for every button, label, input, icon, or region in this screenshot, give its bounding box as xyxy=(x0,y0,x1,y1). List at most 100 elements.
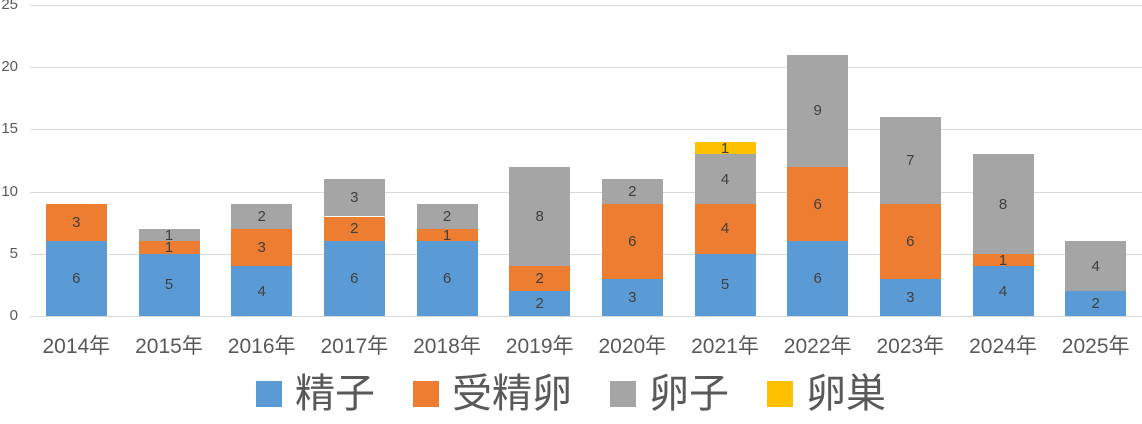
bar-segment-卵子: 4 xyxy=(694,154,756,205)
legend-item-卵子: 卵子 xyxy=(610,374,729,414)
chart-legend: 精子 受精卵 卵子 卵巣 xyxy=(0,374,1142,414)
y-axis-tick-label: 20 xyxy=(1,58,18,76)
bar-segment-受精卵: 1 xyxy=(972,251,1034,269)
x-axis-label: 2018年 xyxy=(413,335,481,358)
legend-swatch-icon xyxy=(413,381,439,407)
data-label: 2 xyxy=(1091,295,1100,313)
bar-segment-卵子: 4 xyxy=(1065,241,1127,292)
x-axis-label: 2020年 xyxy=(598,335,667,358)
x-axis-label: 2015年 xyxy=(135,335,203,358)
bar-segment-受精卵: 1 xyxy=(416,226,478,244)
bar-segment-精子: 6 xyxy=(416,241,478,316)
data-label: 4 xyxy=(1091,257,1100,275)
bar-segment-精子: 5 xyxy=(694,253,756,316)
legend-label: 卵子 xyxy=(649,372,729,416)
bar-segment-受精卵: 6 xyxy=(879,204,941,279)
legend-swatch-icon xyxy=(610,381,636,407)
y-axis-tick-label: 15 xyxy=(1,120,18,138)
bar-segment-卵子: 1 xyxy=(138,226,200,244)
data-label: 8 xyxy=(535,207,544,225)
data-label: 4 xyxy=(720,220,730,238)
bar-segment-卵子: 7 xyxy=(879,116,941,205)
data-label: 3 xyxy=(628,288,637,306)
bar-segment-受精卵: 3 xyxy=(45,204,107,242)
gridline-5 xyxy=(30,253,1142,255)
bar-segment-卵子: 8 xyxy=(509,166,571,267)
x-axis-label: 2024年 xyxy=(969,335,1037,358)
bar-segment-精子: 6 xyxy=(45,241,107,316)
data-label: 6 xyxy=(813,270,822,288)
bar-segment-精子: 4 xyxy=(972,266,1034,316)
data-label: 2 xyxy=(442,207,452,225)
data-label: 3 xyxy=(350,189,359,207)
gridline-15 xyxy=(30,129,1142,131)
data-label: 1 xyxy=(442,226,452,244)
data-label: 2 xyxy=(257,207,266,225)
y-axis-tick-label: 0 xyxy=(9,307,18,324)
bar-segment-精子: 4 xyxy=(231,266,293,316)
x-axis-label: 2016年 xyxy=(227,335,296,358)
legend-item-精子: 精子 xyxy=(256,374,375,414)
data-label: 1 xyxy=(998,251,1008,269)
y-axis-tick-label: 25 xyxy=(1,0,18,13)
x-axis-label: 2019年 xyxy=(505,335,574,358)
data-label: 5 xyxy=(720,276,730,294)
bar-segment-受精卵: 1 xyxy=(138,239,200,257)
bar-segment-卵子: 8 xyxy=(972,154,1034,254)
bar-segment-受精卵: 6 xyxy=(601,204,663,279)
x-axis-label: 2022年 xyxy=(783,335,852,358)
data-label: 3 xyxy=(72,214,81,232)
legend-label: 精子 xyxy=(295,372,375,416)
bar-segment-精子: 3 xyxy=(879,278,941,316)
data-label: 4 xyxy=(257,282,266,300)
data-label: 3 xyxy=(257,239,266,257)
data-label: 7 xyxy=(906,152,915,169)
legend-swatch-icon xyxy=(256,381,282,407)
bar-segment-精子: 6 xyxy=(323,241,385,316)
data-label: 1 xyxy=(720,139,730,157)
legend-item-受精卵: 受精卵 xyxy=(413,374,572,414)
bar-segment-卵子: 2 xyxy=(231,204,293,229)
bar-segment-精子: 5 xyxy=(138,253,200,316)
data-label: 6 xyxy=(350,270,359,288)
bar-segment-卵子: 2 xyxy=(601,179,663,205)
y-axis-tick-label: 5 xyxy=(9,244,18,262)
x-axis-label: 2023年 xyxy=(876,335,945,358)
bar-segment-卵巣: 1 xyxy=(694,139,756,157)
legend-item-卵巣: 卵巣 xyxy=(767,374,886,414)
gridline-20 xyxy=(30,67,1142,69)
legend-label: 卵巣 xyxy=(806,372,886,416)
data-label: 4 xyxy=(720,170,730,188)
data-label: 6 xyxy=(628,232,637,250)
bar-segment-受精卵: 3 xyxy=(231,228,293,267)
data-label: 6 xyxy=(906,232,915,250)
x-axis-label: 2021年 xyxy=(691,335,759,358)
data-label: 8 xyxy=(998,195,1008,213)
x-axis-label: 2017年 xyxy=(320,335,389,358)
bar-segment-受精卵: 6 xyxy=(787,166,849,242)
bar-segment-受精卵: 4 xyxy=(694,204,756,254)
bar-segment-卵子: 3 xyxy=(323,179,385,217)
legend-label: 受精卵 xyxy=(452,372,572,416)
y-axis-tick-label: 10 xyxy=(1,182,18,200)
data-label: 1 xyxy=(164,226,174,244)
data-label: 1 xyxy=(164,239,174,257)
data-label: 6 xyxy=(442,270,452,288)
bar-segment-受精卵: 2 xyxy=(509,266,571,292)
x-axis-label: 2014年 xyxy=(42,335,111,358)
data-label: 3 xyxy=(906,288,915,306)
data-label: 9 xyxy=(813,102,822,120)
bar-segment-受精卵: 2 xyxy=(323,216,385,242)
data-label: 2 xyxy=(535,270,544,288)
x-axis-label: 2025年 xyxy=(1061,335,1130,358)
data-label: 2 xyxy=(628,183,637,201)
gridline-10 xyxy=(30,191,1142,193)
data-label: 6 xyxy=(813,195,822,213)
bar-segment-卵子: 9 xyxy=(787,54,849,167)
data-label: 5 xyxy=(164,276,174,294)
bar-segment-精子: 3 xyxy=(601,278,663,316)
bar-segment-精子: 6 xyxy=(787,241,849,316)
data-label: 2 xyxy=(535,295,544,313)
